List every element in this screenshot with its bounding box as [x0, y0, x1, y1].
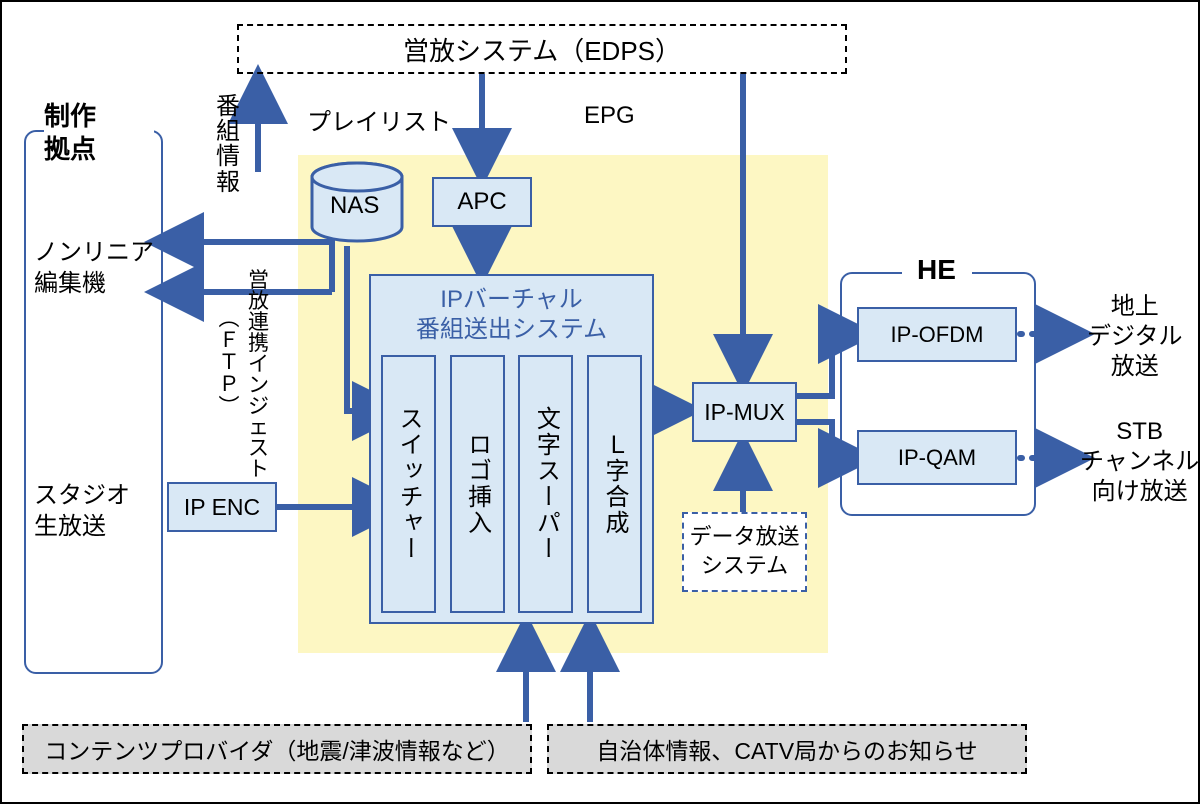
apc-label: APC	[457, 188, 506, 216]
ingest-label: 営 放 連 携 イ ン ジ ェ ス ト	[248, 270, 269, 480]
epg-label: EPG	[584, 102, 635, 130]
module-l-combine: Ｌ字合成	[587, 355, 642, 613]
out-ofdm-label: 地上 デジタル 放送	[1087, 292, 1183, 382]
module-logo-insert: ロゴ挿入	[450, 355, 505, 613]
ipofdm-label: IP-OFDM	[891, 322, 984, 348]
edps-label: 営放システム（EDPS）	[403, 31, 681, 68]
ipvirtual-modules: スイッチャー ロゴ挿入 文字スーパー Ｌ字合成	[381, 355, 642, 613]
data-broadcast-box: データ放送 システム	[682, 512, 807, 592]
nonlinear-label: ノンリニア 編集機	[34, 237, 154, 299]
edps-box: 営放システム（EDPS）	[237, 24, 847, 74]
module-char-super: 文字スーパー	[518, 355, 573, 613]
ipenc-box: IP ENC	[167, 482, 277, 532]
ipvirtual-box: IPバーチャル 番組送出システム スイッチャー ロゴ挿入 文字スーパー Ｌ字合成	[369, 274, 654, 624]
data-broadcast-label: データ放送 システム	[689, 523, 799, 580]
ipmux-label: IP-MUX	[704, 399, 785, 426]
playlist-label: プレイリスト	[307, 102, 451, 137]
ipofdm-box: IP-OFDM	[857, 307, 1017, 362]
municipal-info-label: 自治体情報、CATV局からのお知らせ	[596, 732, 977, 766]
ipenc-label: IP ENC	[184, 494, 260, 521]
ftp-label: （ＦＴＰ）	[212, 307, 242, 417]
studio-label: スタジオ 生放送	[34, 480, 130, 542]
module-switcher: スイッチャー	[381, 355, 436, 613]
municipal-info-box: 自治体情報、CATV局からのお知らせ	[547, 724, 1027, 774]
prod-base-title: 制作 拠点	[44, 100, 96, 165]
ipvirtual-title: IPバーチャル 番組送出システム	[381, 285, 642, 345]
content-provider-box: コンテンツプロバイダ（地震/津波情報など）	[22, 724, 532, 774]
he-title: HE	[917, 254, 956, 286]
prod-base-box	[24, 130, 163, 674]
ipqam-label: IP-QAM	[898, 445, 976, 471]
program-info-label: 番 組 情 報	[216, 94, 240, 195]
nas-label: NAS	[330, 192, 379, 220]
out-qam-label: STB チャンネル 向け放送	[1080, 417, 1199, 507]
content-provider-label: コンテンツプロバイダ（地震/津波情報など）	[44, 732, 509, 766]
apc-box: APC	[432, 177, 532, 227]
ipqam-box: IP-QAM	[857, 430, 1017, 485]
ipmux-box: IP-MUX	[692, 382, 797, 442]
